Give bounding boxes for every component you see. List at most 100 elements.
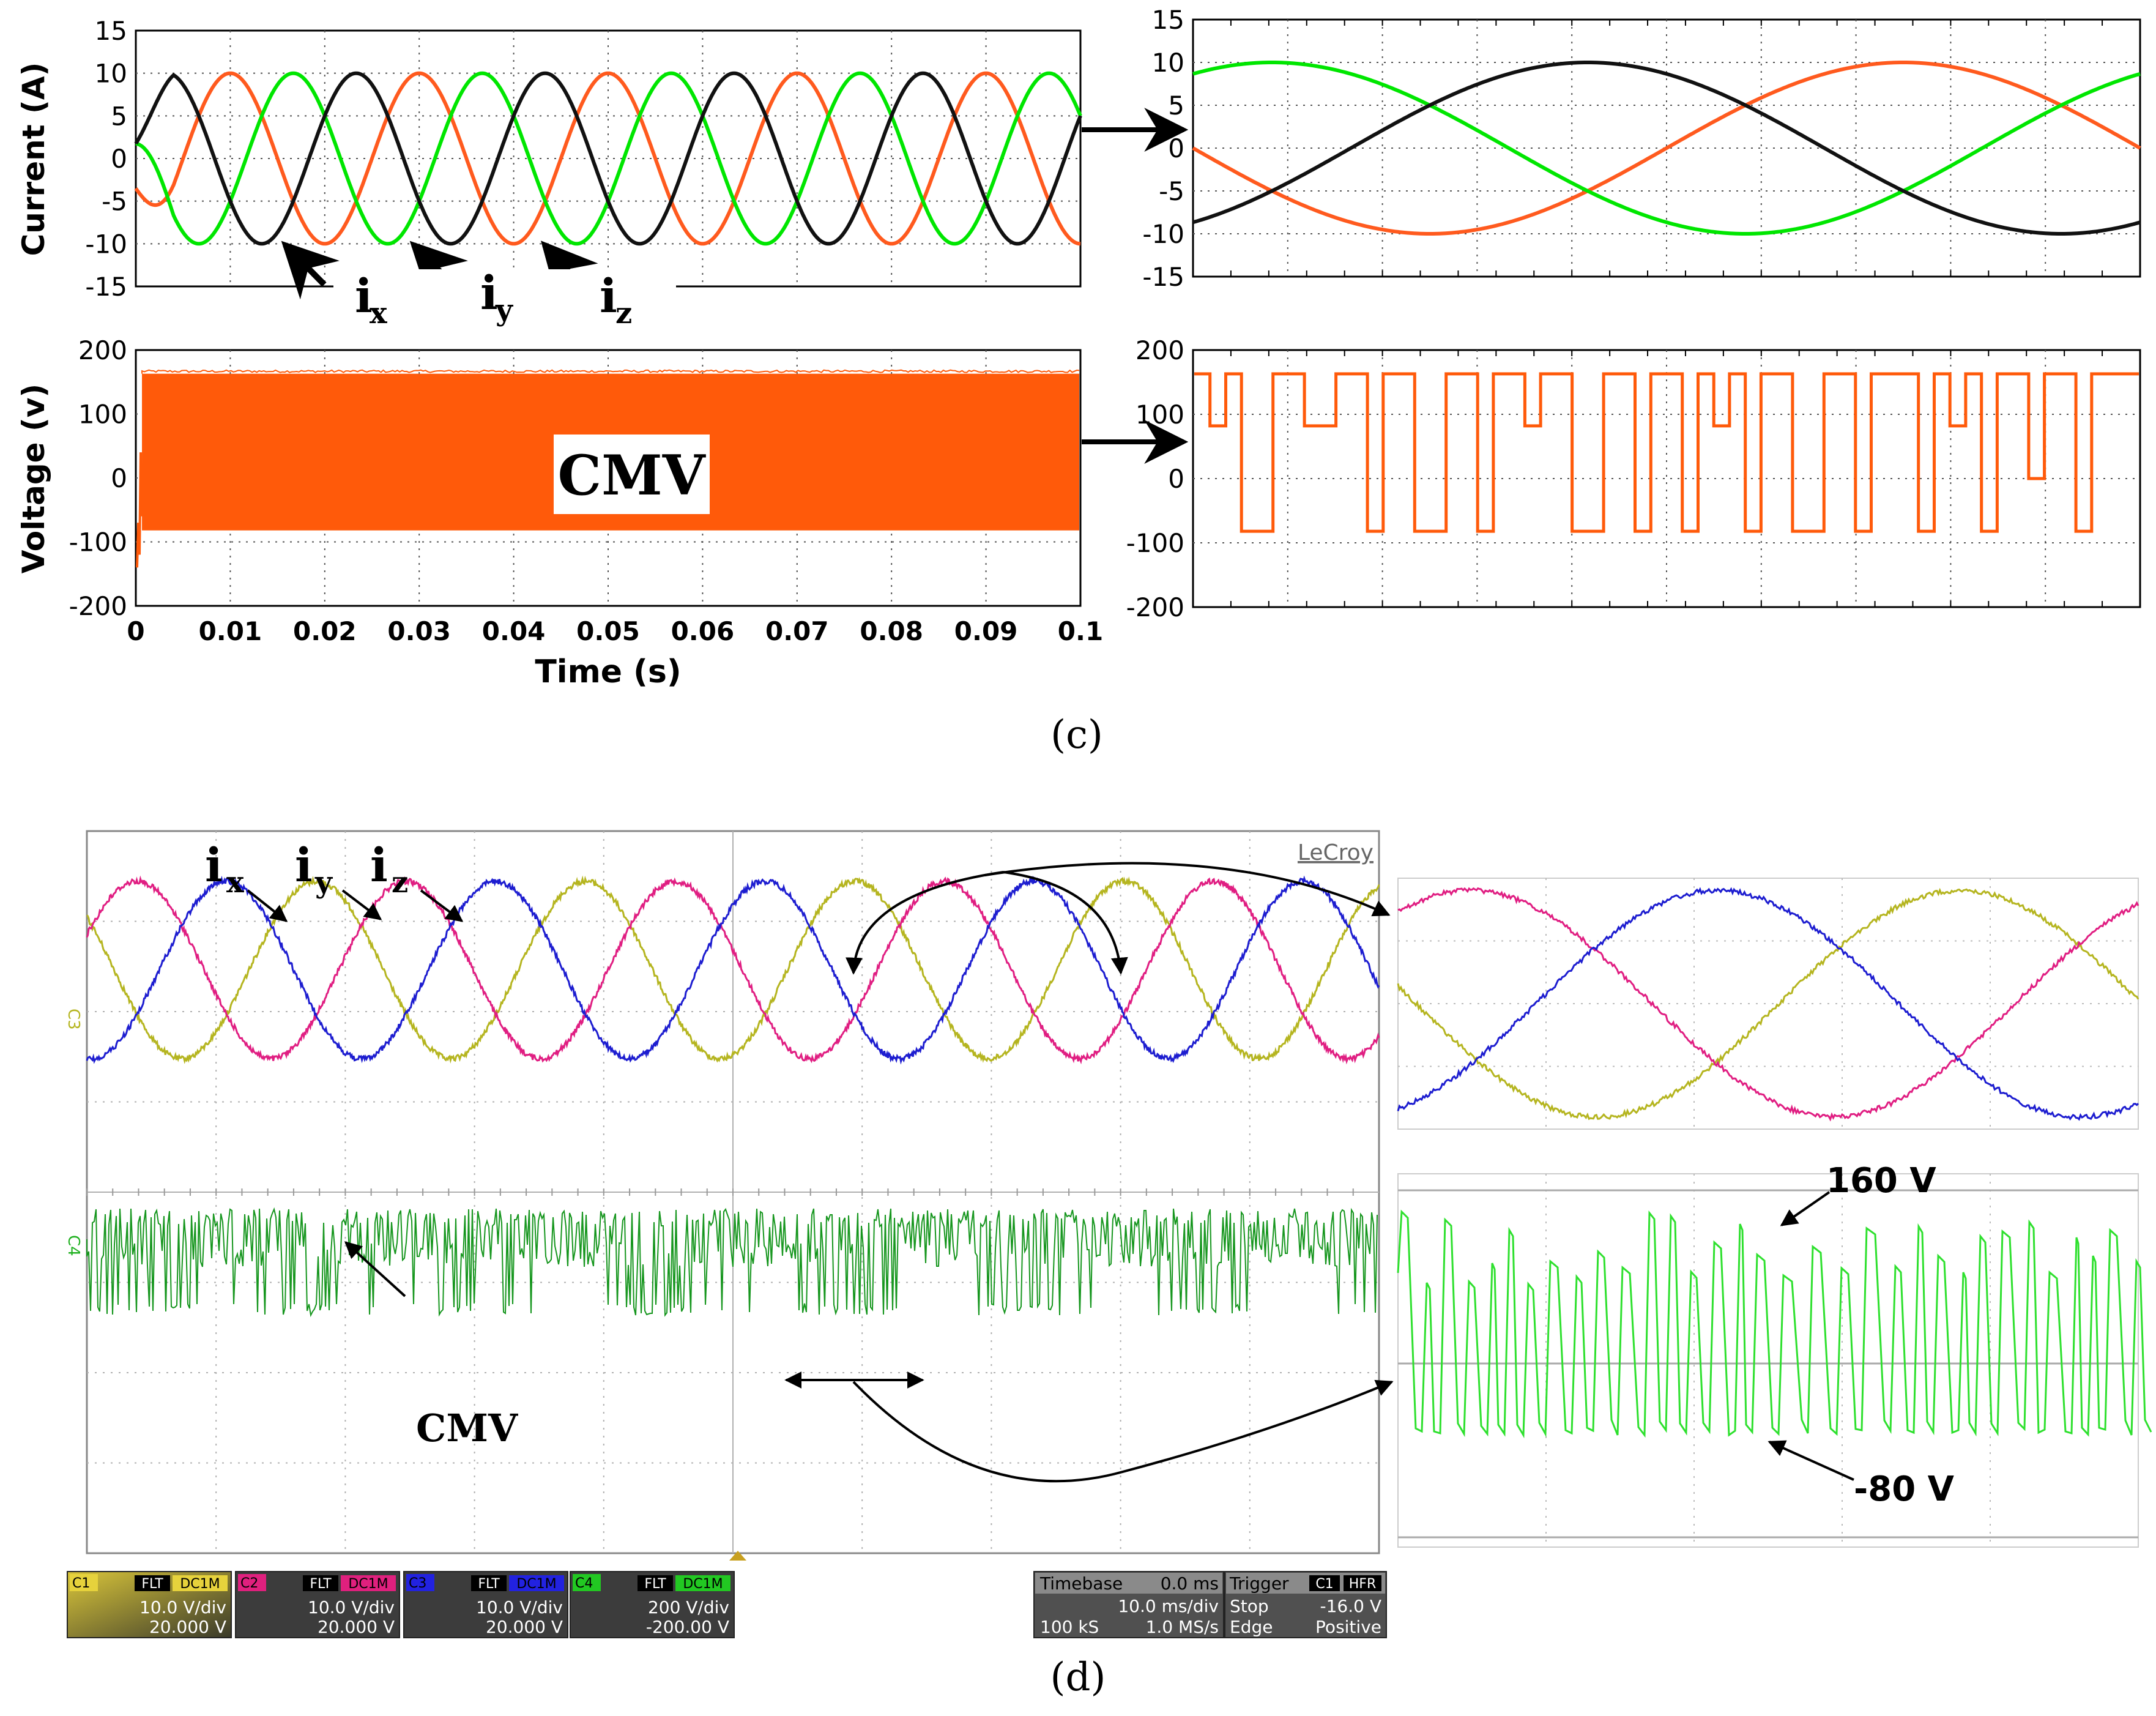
ix-sub: x [226, 865, 244, 900]
flag1-bg [303, 1575, 338, 1591]
cmv-label-box [554, 435, 710, 514]
panel-sim-current-zoom: 15 10 5 0 -5 -10 -15 [1142, 5, 2141, 292]
series-ix-line [1192, 61, 2141, 236]
curve-arrow-cmv-zoom [852, 1379, 1394, 1483]
arrow-iy [341, 889, 382, 920]
c4-marker: C4 [64, 1235, 83, 1256]
y-tick-label: -200 [69, 591, 127, 621]
y-tick-label: 100 [78, 400, 127, 430]
curve-arrow-to-zoom [984, 862, 1391, 917]
caption-c: (c) [1050, 712, 1103, 758]
y-tick-label: -5 [1159, 176, 1184, 206]
grid [1193, 350, 2140, 607]
channel-scale: 200 V/div [648, 1597, 729, 1617]
channel-scale: 10.0 V/div [308, 1597, 395, 1617]
channel-offset: 20.000 V [486, 1617, 563, 1637]
series-iy-line [1192, 61, 2141, 236]
flag2-bg [675, 1575, 730, 1591]
zoom-traces [1397, 887, 2139, 1122]
channel-flag1: FLT [141, 1576, 163, 1592]
trigger-box: Trigger C1 HFR Stop -16.0 V Edge Positive [1224, 1571, 1387, 1638]
channel-offset: 20.000 V [318, 1617, 395, 1637]
y-tick-label: 10 [95, 59, 127, 89]
channel-id-label: C2 [240, 1576, 258, 1591]
y-tick-label: -10 [85, 229, 127, 259]
x-tick-label: 0.08 [860, 616, 923, 646]
channel-flag1: FLT [310, 1576, 332, 1592]
channel-id-label: C4 [575, 1576, 593, 1591]
frame-ticks [1230, 20, 2103, 277]
trace-ix [86, 875, 1380, 1064]
trigger-state: Stop [1230, 1596, 1269, 1616]
y-tick-label: 5 [1168, 91, 1184, 121]
channel-offset: 20.000 V [149, 1617, 226, 1637]
iy-i: i [295, 838, 313, 892]
current-annotations: i x i y i z [281, 241, 676, 330]
label-minus80v: -80 V [1854, 1469, 1955, 1509]
y-tick-label: 200 [78, 335, 127, 365]
y-tick-label: -15 [85, 272, 127, 302]
cmv-startup-transient [136, 452, 144, 568]
panel-scope: LeCroy C3 C4 [64, 830, 1380, 1561]
series-cmv-staircase [1194, 372, 2139, 533]
trace-iy [1397, 887, 2139, 1122]
x-tick-label: 0.03 [387, 616, 451, 646]
y-tick-label: 0 [1168, 133, 1184, 163]
trace-cmv [1397, 1209, 2152, 1439]
y-tick-label: 0 [111, 463, 127, 493]
cmv-band-edge [141, 369, 1080, 374]
y-tick-label: -100 [69, 528, 127, 558]
series-iz-line [134, 71, 1082, 246]
trigger-marker [729, 1551, 746, 1561]
trace-iy [86, 875, 1380, 1065]
arrow-minus80v [1768, 1440, 1854, 1481]
y-tick-label: -100 [1126, 528, 1184, 558]
series-group [1194, 372, 2139, 533]
panel-sim-voltage-zoom: 200 100 0 -100 -200 [1126, 335, 2141, 622]
x-tick-label: 0.04 [482, 616, 546, 646]
channel-flag1: FLT [644, 1576, 666, 1592]
arrow-iz [420, 889, 464, 922]
label-iy-i: i [480, 266, 498, 320]
flag2-bg [341, 1575, 396, 1591]
y-tick-label: 15 [1152, 5, 1184, 35]
c3-marker: C3 [64, 1009, 83, 1030]
label-ix-i: i [355, 269, 373, 323]
y-tick-label: -10 [1142, 219, 1184, 249]
x-tick-label: 0.07 [765, 616, 829, 646]
y-axis-label: Current (A) [16, 62, 51, 256]
y-ticks: 200 100 0 -100 -200 [69, 335, 127, 621]
y-tick-label: -200 [1126, 592, 1184, 622]
trigger-label: Trigger [1229, 1573, 1289, 1594]
channel-id-badge [406, 1574, 434, 1591]
curve-arrow-right [1003, 871, 1128, 975]
frame-ticks [1230, 350, 2103, 607]
x-tick-label: 0 [127, 616, 144, 646]
y-tick-label: -15 [1142, 262, 1184, 292]
channel-scale: 10.0 V/div [139, 1597, 226, 1617]
trigger-mode: HFR [1349, 1576, 1376, 1592]
label-iz-i: i [600, 269, 617, 323]
iy-sub: y [314, 865, 333, 900]
channel-box-c4: C4 FLT DC1M 200 V/div-200.00 V [570, 1571, 735, 1638]
trigger-mode-bg [1344, 1575, 1381, 1591]
panel-sim-voltage: 200 100 0 -100 -200 0 0.01 0.02 0.03 0.04 0.05 0.0… [16, 335, 1103, 690]
ix-i: i [205, 838, 223, 892]
x-tick-label: 0.05 [576, 616, 640, 646]
channel-id-badge [238, 1574, 266, 1591]
trigger-type: Edge [1230, 1617, 1273, 1637]
y-tick-label: 15 [95, 16, 127, 46]
label-ix-sub: x [370, 296, 387, 330]
scope-grid [86, 831, 1379, 1553]
y-ticks: 15 10 5 0 -5 -10 -15 [85, 16, 127, 302]
label-iz-sub: z [615, 296, 632, 330]
trace-cmv [86, 1207, 1378, 1318]
y-tick-label: 0 [111, 144, 127, 174]
y-tick-label: -5 [102, 187, 127, 217]
y-tick-label: 100 [1136, 400, 1184, 430]
series-group [1192, 61, 2141, 236]
arrow-ix [281, 241, 340, 300]
